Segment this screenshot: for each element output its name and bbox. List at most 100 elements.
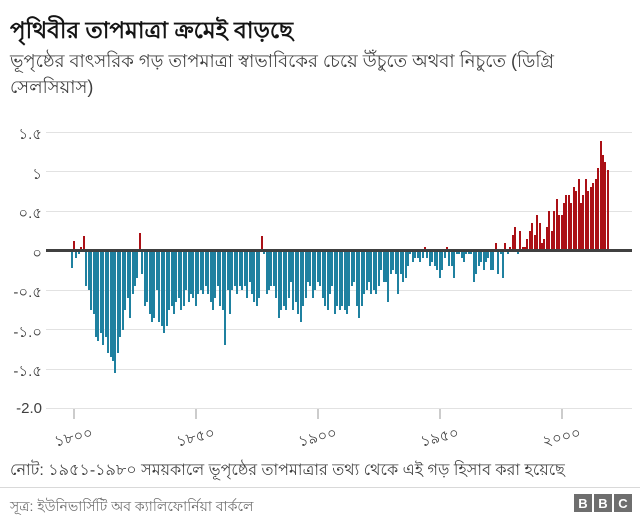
y-axis-label-0: ০ <box>32 244 42 262</box>
x-axis-tick-2000 <box>560 409 563 419</box>
bar-2006 <box>575 191 578 251</box>
bar-1910 <box>341 250 344 306</box>
bar-1981 <box>514 226 517 251</box>
bar-1875 <box>255 250 258 306</box>
bar-1818 <box>116 250 119 354</box>
bar-1838 <box>165 250 168 326</box>
bar-1997 <box>553 211 556 251</box>
bar-1965 <box>475 250 478 275</box>
bar-1878 <box>263 250 266 255</box>
bar-1900 <box>316 250 319 283</box>
bar-1983 <box>519 230 522 251</box>
bar-1969 <box>484 250 487 263</box>
bar-1887 <box>285 250 288 310</box>
bar-1966 <box>477 250 480 267</box>
bar-2014 <box>594 179 597 251</box>
bar-1807 <box>90 250 93 310</box>
bar-1958 <box>458 250 461 255</box>
bar-1803 <box>80 246 83 251</box>
x-axis-tick-1950 <box>438 409 441 419</box>
bar-1871 <box>246 250 249 298</box>
gridline--2 <box>46 408 632 409</box>
x-axis-tick-1800 <box>73 409 75 419</box>
bar-1811 <box>99 250 102 334</box>
bar-2019 <box>606 169 609 251</box>
bar-1956 <box>453 250 456 279</box>
y-axis-label--0.5: -০.৫ <box>13 284 42 301</box>
bar-1856 <box>209 250 212 302</box>
bar-1992 <box>541 242 543 251</box>
bar-1829 <box>143 250 146 306</box>
bar-1909 <box>338 250 341 310</box>
bar-1864 <box>229 250 231 314</box>
bar-1851 <box>197 250 200 294</box>
bar-2012 <box>589 187 592 251</box>
bar-1841 <box>172 250 175 314</box>
bar-1902 <box>321 250 324 298</box>
bar-1999 <box>558 214 561 251</box>
bar-1988 <box>531 222 534 251</box>
bar-1802 <box>77 250 80 255</box>
bar-1976 <box>502 250 504 279</box>
bar-1812 <box>102 250 105 346</box>
y-axis-label--2: -2.0 <box>16 399 42 417</box>
bar-1882 <box>272 250 275 287</box>
bar-1893 <box>299 250 302 322</box>
bar-1978 <box>506 250 509 255</box>
bar-1837 <box>163 250 166 334</box>
bar-1944 <box>424 246 426 251</box>
bar-1835 <box>158 250 161 322</box>
bar-1844 <box>180 250 183 310</box>
bar-1840 <box>170 250 173 306</box>
bar-1894 <box>302 250 305 306</box>
bar-1936 <box>404 250 407 279</box>
y-axis-label--1.5: -১.৫ <box>13 363 42 380</box>
bar-1952 <box>443 250 446 259</box>
bar-1963 <box>470 250 473 255</box>
bbc-logo-block-b2: B <box>594 494 612 512</box>
bar-1823 <box>129 250 132 318</box>
bar-1973 <box>494 242 497 251</box>
x-axis-label-2000: ২০০০ <box>540 424 583 451</box>
bbc-logo-block-b1: B <box>574 494 592 512</box>
bar-1953 <box>445 246 448 251</box>
bar-1821 <box>124 250 127 310</box>
bar-1860 <box>219 250 222 306</box>
bar-1896 <box>307 250 309 283</box>
bar-1950 <box>438 250 441 279</box>
bar-1977 <box>504 242 507 251</box>
bar-2007 <box>577 179 580 251</box>
bar-1806 <box>87 250 90 290</box>
bar-1919 <box>363 250 366 294</box>
bar-1815 <box>109 250 112 358</box>
bar-1913 <box>348 250 351 306</box>
bar-1868 <box>238 250 241 287</box>
bar-1979 <box>509 246 512 251</box>
bar-1808 <box>92 250 95 314</box>
bar-1985 <box>523 246 526 251</box>
bar-1974 <box>497 250 500 275</box>
bar-2003 <box>567 195 570 251</box>
bar-1962 <box>467 250 470 255</box>
bar-1975 <box>499 250 502 255</box>
bar-1816 <box>112 250 114 362</box>
bar-1946 <box>428 250 431 267</box>
bar-1892 <box>297 250 300 314</box>
bar-1817 <box>114 250 117 373</box>
bar-1984 <box>521 246 524 251</box>
bar-1964 <box>472 250 475 283</box>
bar-1987 <box>528 230 531 251</box>
bbc-logo: B B C <box>574 494 632 512</box>
bar-1873 <box>250 250 253 294</box>
bar-1813 <box>104 250 107 338</box>
bar-1825 <box>133 250 136 287</box>
bar-1843 <box>177 250 180 298</box>
bar-1867 <box>236 250 239 294</box>
bar-1891 <box>294 250 297 302</box>
bar-1886 <box>282 250 285 306</box>
bar-1839 <box>168 250 171 310</box>
gridline--1.5 <box>46 368 632 370</box>
x-axis-label-1850: ১৮৫০ <box>174 424 217 451</box>
bar-1986 <box>526 238 529 251</box>
gridline-1.5 <box>46 131 632 133</box>
